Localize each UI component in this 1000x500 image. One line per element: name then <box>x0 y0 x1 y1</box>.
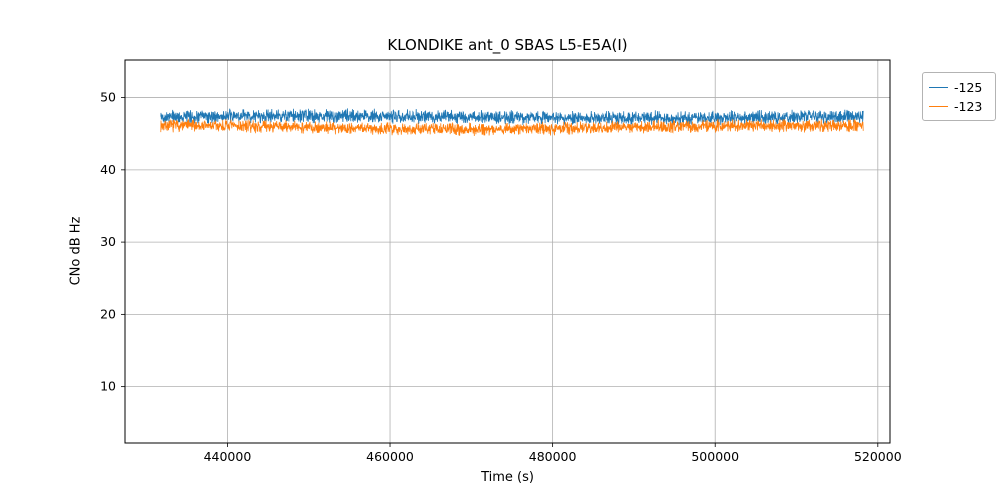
chart-title: KLONDIKE ant_0 SBAS L5-E5A(I) <box>387 36 628 54</box>
legend-line-sample <box>929 106 948 107</box>
y-tick-label: 30 <box>100 234 116 249</box>
y-tick-label: 20 <box>100 306 116 321</box>
legend-entry: -123 <box>929 97 989 116</box>
series-trace--123 <box>160 118 864 137</box>
legend-label: -123 <box>954 99 983 114</box>
x-tick-label: 480000 <box>529 449 577 464</box>
grid-lines <box>125 60 890 443</box>
x-tick-label: 460000 <box>366 449 414 464</box>
y-tick-label: 10 <box>100 379 116 394</box>
legend-entry: -125 <box>929 78 989 97</box>
y-tick-label: 40 <box>100 162 116 177</box>
y-axis-label: CNo dB Hz <box>68 216 84 286</box>
x-tick-label: 520000 <box>854 449 902 464</box>
tick-marks <box>121 97 879 447</box>
legend: -125 -123 <box>922 72 996 121</box>
legend-label: -125 <box>954 80 983 95</box>
tick-labels: 440000 460000 480000 500000 520000 10 20 30 40 50 <box>100 90 902 464</box>
x-axis-label: Time (s) <box>481 470 534 485</box>
axes-box <box>124 59 891 444</box>
x-tick-label: 500000 <box>691 449 739 464</box>
x-tick-label: 440000 <box>204 449 252 464</box>
legend-line-sample <box>929 87 948 88</box>
y-tick-label: 50 <box>100 90 116 105</box>
